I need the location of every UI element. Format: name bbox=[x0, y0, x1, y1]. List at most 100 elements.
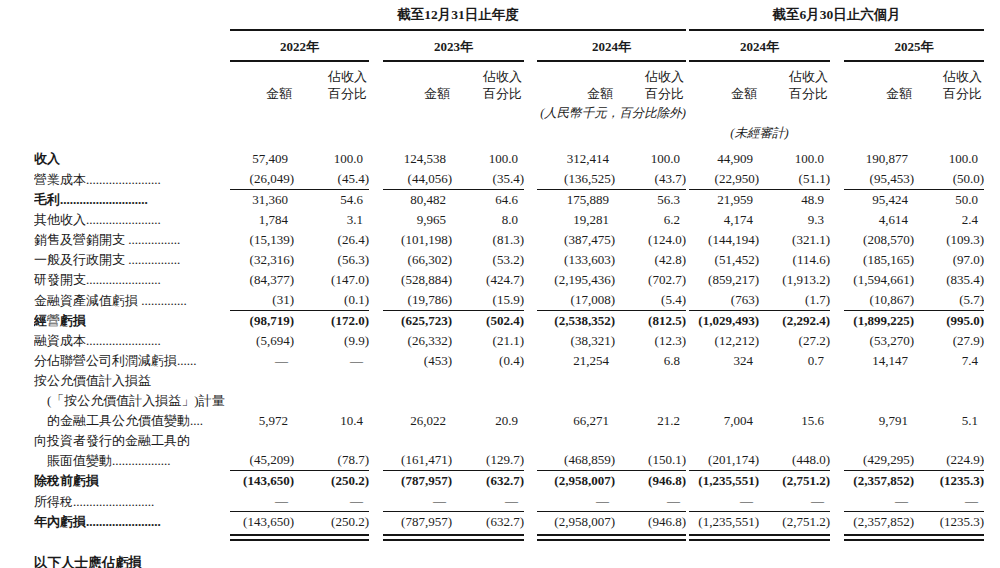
amount-header: 金額 bbox=[230, 62, 294, 103]
value-cell: (5,694) bbox=[230, 331, 294, 351]
value-cell: (53,270) bbox=[844, 331, 914, 351]
value-cell: 124,538 bbox=[383, 143, 452, 169]
value-cell: 66,271 bbox=[537, 371, 615, 431]
value-cell: 20.9 bbox=[452, 371, 524, 431]
table-row: 其他收入.......................1,7843.19,965… bbox=[34, 210, 984, 230]
value-cell: (27.9) bbox=[914, 331, 984, 351]
value-cell: (468,859) bbox=[537, 431, 615, 471]
value-cell: (56.3) bbox=[294, 250, 369, 270]
value-cell: (12,212) bbox=[689, 331, 759, 351]
row-label: 一般及行政開支 ................ bbox=[34, 250, 230, 270]
row-label: 按公允價值計入損益(「按公允價值計入損益」)計量的金融工具公允價值變動.... bbox=[34, 371, 230, 431]
value-cell: (424.7) bbox=[452, 270, 524, 290]
pct-header: 佔收入百分比 bbox=[615, 62, 686, 103]
currency-note-row: (人民幣千元，百分比除外) bbox=[34, 103, 984, 123]
value-cell: (2,195,436) bbox=[537, 270, 615, 290]
value-cell: (2,751.2) bbox=[759, 512, 830, 532]
value-cell: — bbox=[615, 491, 686, 512]
row-label: 除稅前虧損 bbox=[34, 471, 230, 491]
value-cell: (136,525) bbox=[537, 169, 615, 190]
value-cell: 0.7 bbox=[759, 351, 830, 371]
value-cell: 100.0 bbox=[759, 143, 830, 169]
value-cell: (0.1) bbox=[294, 290, 369, 311]
value-cell: (144,194) bbox=[689, 230, 759, 250]
double-rule bbox=[759, 534, 830, 541]
value-cell: (45.4) bbox=[294, 169, 369, 190]
value-cell: 4,174 bbox=[689, 210, 759, 230]
value-cell: 9,791 bbox=[844, 371, 914, 431]
value-cell: (2,751.2) bbox=[759, 471, 830, 491]
value-cell: (161,471) bbox=[383, 431, 452, 471]
value-cell: (763) bbox=[689, 290, 759, 311]
amount-header: 金額 bbox=[383, 62, 452, 103]
value-cell: (53.2) bbox=[452, 250, 524, 270]
value-cell: 95,424 bbox=[844, 190, 914, 210]
table-row: 銷售及營銷開支 ................(15,139)(26.4)(1… bbox=[34, 230, 984, 250]
double-rule bbox=[615, 534, 686, 541]
income-statement-table: 截至12月31日止年度 截至6月30日止六個月 2022年 2023年 2024… bbox=[34, 0, 984, 568]
table-row: 除稅前虧損(143,650)(250.2)(787,957)(632.7)(2,… bbox=[34, 471, 984, 491]
value-cell: 7,004 bbox=[689, 371, 759, 431]
pct-header: 佔收入百分比 bbox=[452, 62, 524, 103]
value-cell: 9.3 bbox=[759, 210, 830, 230]
value-cell: (45,209) bbox=[230, 431, 294, 471]
value-cell: 14,147 bbox=[844, 351, 914, 371]
value-cell: 80,482 bbox=[383, 190, 452, 210]
table-row: 一般及行政開支 ................(32,316)(56.3)(6… bbox=[34, 250, 984, 270]
double-rule bbox=[294, 534, 369, 541]
value-cell: (81.3) bbox=[452, 230, 524, 250]
table-row: 研發開支.......................(84,377)(147.… bbox=[34, 270, 984, 290]
row-label: 毛利........................... bbox=[34, 190, 230, 210]
value-cell: (201,174) bbox=[689, 431, 759, 471]
value-cell: (632.7) bbox=[452, 471, 524, 491]
value-cell: (51,452) bbox=[689, 250, 759, 270]
value-cell: 100.0 bbox=[294, 143, 369, 169]
value-cell: (702.7) bbox=[615, 270, 686, 290]
value-cell: (429,295) bbox=[844, 431, 914, 471]
value-cell: (1235.3) bbox=[914, 471, 984, 491]
year-2022: 2022年 bbox=[230, 31, 369, 62]
prospectus-financials-page: 截至12月31日止年度 截至6月30日止六個月 2022年 2023年 2024… bbox=[0, 0, 1000, 568]
value-cell: (1235.3) bbox=[914, 512, 984, 532]
table-row: 分佔聯營公司利潤減虧損......——(453)(0.4)21,2546.832… bbox=[34, 351, 984, 371]
amount-header: 金額 bbox=[537, 62, 615, 103]
value-cell: (0.4) bbox=[452, 351, 524, 371]
value-cell: (15.9) bbox=[452, 290, 524, 311]
value-cell: (2,958,007) bbox=[537, 471, 615, 491]
double-rule-row bbox=[34, 532, 984, 541]
currency-note: (人民幣千元，百分比除外) bbox=[524, 103, 686, 123]
value-cell: (185,165) bbox=[844, 250, 914, 270]
value-cell: — bbox=[452, 491, 524, 512]
value-cell: (97.0) bbox=[914, 250, 984, 270]
value-cell: (1,235,551) bbox=[689, 512, 759, 532]
value-cell: 2.4 bbox=[914, 210, 984, 230]
value-cell: (172.0) bbox=[294, 311, 369, 331]
value-cell: (995.0) bbox=[914, 311, 984, 331]
value-cell: (27.2) bbox=[759, 331, 830, 351]
value-cell: 6.8 bbox=[615, 351, 686, 371]
value-cell: (2,292.4) bbox=[759, 311, 830, 331]
value-cell: (43.7) bbox=[615, 169, 686, 190]
period-group-interim: 截至6月30日止六個月 bbox=[689, 0, 984, 31]
value-cell: (2,357,852) bbox=[844, 471, 914, 491]
value-cell: (9.9) bbox=[294, 331, 369, 351]
double-rule bbox=[914, 534, 984, 541]
value-cell: 324 bbox=[689, 351, 759, 371]
value-cell: (129.7) bbox=[452, 431, 524, 471]
value-cell: (109.3) bbox=[914, 230, 984, 250]
double-rule bbox=[383, 534, 452, 541]
value-cell: (946.8) bbox=[615, 471, 686, 491]
value-cell: (10,867) bbox=[844, 290, 914, 311]
value-cell: 4,614 bbox=[844, 210, 914, 230]
double-rule bbox=[230, 534, 294, 541]
value-cell: 7.4 bbox=[914, 351, 984, 371]
value-cell: (143,650) bbox=[230, 512, 294, 532]
value-cell: — bbox=[294, 491, 369, 512]
pct-header: 佔收入百分比 bbox=[759, 62, 830, 103]
double-rule bbox=[537, 534, 615, 541]
value-cell: 26,022 bbox=[383, 371, 452, 431]
row-label: 經營虧損 bbox=[34, 311, 230, 331]
year-row: 2022年 2023年 2024年 2024年 2025年 bbox=[34, 31, 984, 62]
value-cell: (12.3) bbox=[615, 331, 686, 351]
value-cell: — bbox=[230, 491, 294, 512]
